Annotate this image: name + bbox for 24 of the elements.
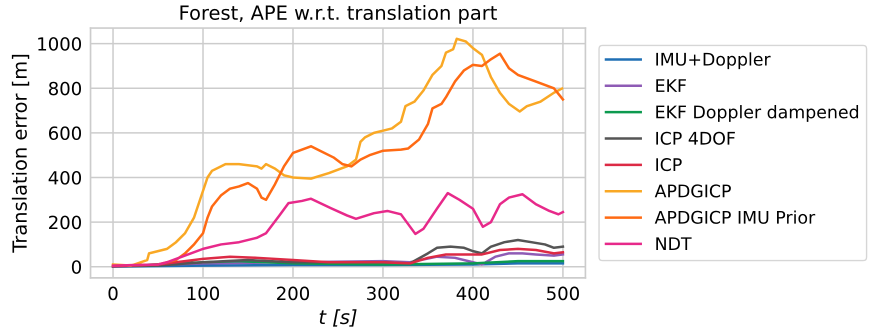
legend-label: APDGICP (654, 184, 731, 198)
y-tick-label: 600 (49, 126, 82, 140)
legend-label: EKF (656, 79, 686, 92)
x-tick-label: 100 (188, 286, 220, 300)
legend-label: IMU+Doppler (656, 52, 771, 70)
x-tick-label: 0 (108, 286, 118, 300)
y-axis-title: Translation error [m] (12, 54, 30, 253)
x-tick-label: 300 (367, 286, 399, 300)
legend-label: NDT (656, 237, 692, 250)
legend-label: EKF Doppler dampened (656, 105, 858, 122)
y-tick-label: 800 (48, 82, 82, 96)
legend-label: ICP 4DOF (656, 132, 735, 145)
line-series (112, 192, 564, 267)
x-axis-title: t [s] (320, 309, 357, 327)
legend-label: APDGICP IMU Prior (654, 210, 816, 224)
legend-label: ICP (656, 158, 682, 172)
y-tick-label: 400 (48, 170, 82, 185)
x-tick-label: 200 (277, 286, 310, 300)
chart-title: Forest, APE w.r.t. translation part (180, 4, 497, 24)
y-tick-label: 0 (72, 260, 82, 274)
y-tick-label: 200 (49, 216, 82, 230)
x-tick-label: 400 (456, 286, 489, 300)
y-tick-label: 1000 (38, 37, 82, 51)
x-tick-label: 500 (547, 286, 579, 300)
